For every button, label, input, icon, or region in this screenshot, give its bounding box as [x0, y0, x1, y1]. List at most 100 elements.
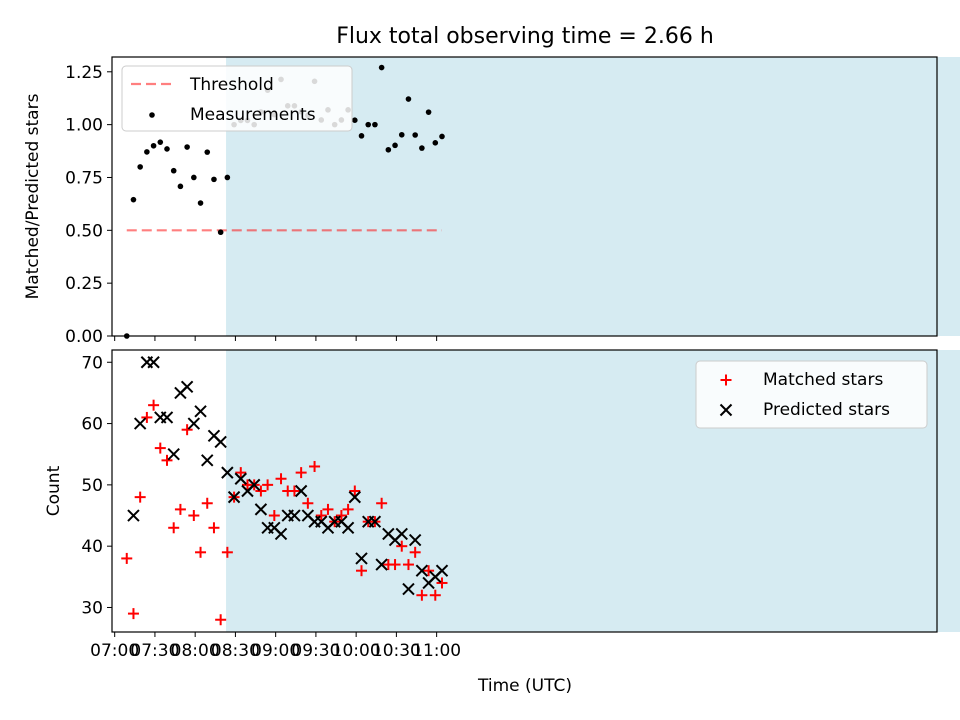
x-tick-label: 09:30: [291, 641, 340, 661]
matched-star-point: [181, 424, 193, 436]
matched-star-point: [356, 565, 368, 577]
x-tick-label: 08:00: [171, 641, 220, 661]
predicted-star-point-b: [368, 515, 382, 528]
matched-star-point: [148, 399, 160, 411]
x-tick-label: 10:30: [372, 641, 421, 661]
matched-star-point: [121, 552, 133, 564]
top-y-tick-label: 0.75: [65, 168, 103, 188]
predicted-star-point-b: [341, 521, 355, 534]
matched-star-point: [262, 479, 274, 491]
matched-star-point: [288, 485, 300, 497]
matched-star-point: [134, 491, 146, 503]
chart-title: Flux total observing time = 2.66 h: [336, 24, 714, 49]
matched-star-point: [275, 473, 287, 485]
predicted-star-point: [167, 448, 180, 461]
measurement-point: [372, 121, 378, 128]
matched-star-point: [154, 442, 166, 454]
x-tick-label: 07:30: [130, 641, 179, 661]
matched-star-point: [221, 546, 233, 558]
measurement-point: [130, 196, 137, 203]
predicted-star-point-b: [294, 484, 308, 498]
predicted-star-point: [368, 515, 382, 528]
predicted-star-point-b: [395, 527, 408, 541]
measurement-point: [217, 229, 224, 236]
predicted-star-point: [402, 582, 415, 596]
matched-star-point: [201, 497, 213, 509]
bottom-y-tick-label: 50: [81, 476, 103, 496]
predicted-star-point: [180, 380, 194, 393]
measurement-point: [358, 133, 365, 139]
top-axes-frame: [111, 56, 938, 337]
legend-predicted-swatch-b: [719, 403, 733, 417]
matched-star-point: [309, 460, 321, 472]
matched-star-point: [389, 559, 401, 571]
measurement-point: [184, 144, 190, 150]
predicted-star-point: [221, 466, 234, 479]
predicted-star-point: [227, 490, 241, 504]
predicted-star-point-b: [315, 515, 328, 528]
bottom-y-tick-label: 40: [81, 537, 103, 557]
predicted-star-point-b: [187, 417, 201, 430]
predicted-star-point: [201, 454, 214, 467]
matched-star-point: [302, 497, 314, 509]
measurement-point: [157, 139, 164, 145]
predicted-star-point-b: [335, 515, 348, 528]
predicted-star-point: [408, 533, 422, 547]
predicted-star-point-b: [133, 417, 147, 430]
predicted-star-point: [254, 503, 268, 516]
predicted-star-point-b: [402, 582, 415, 596]
matched-star-point: [188, 510, 200, 522]
predicted-star-point: [435, 564, 449, 577]
matched-star-point: [161, 454, 173, 466]
measurement-point: [412, 132, 418, 138]
bottom-legend: Matched stars Predicted stars: [695, 360, 928, 429]
legend-matched-swatch: [720, 374, 732, 386]
predicted-star-point-b: [194, 405, 207, 418]
measurement-point: [432, 140, 439, 146]
matched-star-point: [416, 589, 428, 601]
bottom-axes-frame: [111, 349, 938, 633]
matched-star-point: [208, 522, 220, 534]
predicted-star-point-b: [301, 509, 315, 522]
matched-star-point: [402, 559, 414, 571]
matched-star-point: [342, 503, 354, 515]
x-tick-label: 11:00: [412, 641, 461, 661]
matched-star-point: [215, 614, 227, 626]
measurement-point: [392, 142, 398, 149]
matched-star-point: [409, 546, 421, 558]
measurement-point: [177, 183, 184, 190]
matched-star-point: [349, 485, 361, 497]
predicted-star-point-b: [382, 527, 395, 541]
predicted-star-point-b: [268, 521, 281, 534]
predicted-star-point-b: [201, 454, 214, 467]
bottom-y-axis-label: Count: [44, 465, 64, 516]
top-y-tick-label: 0.50: [65, 221, 103, 241]
matched-star-point: [429, 589, 441, 601]
measurement-point: [398, 131, 405, 138]
predicted-star-point-b: [254, 503, 268, 516]
matched-star-point: [235, 467, 247, 479]
measurement-point: [170, 167, 177, 174]
predicted-star-point-b: [375, 558, 388, 571]
predicted-star-point-b: [408, 533, 422, 547]
legend-measurements-label: Measurements: [190, 105, 316, 125]
measurement-point: [425, 109, 432, 115]
measurement-point: [352, 117, 358, 123]
legend-predicted-label: Predicted stars: [763, 400, 890, 420]
predicted-star-point: [147, 356, 160, 369]
predicted-star-point: [194, 405, 207, 418]
measurement-point: [378, 64, 385, 71]
predicted-star-point: [415, 564, 429, 577]
matched-star-point: [396, 540, 408, 552]
predicted-star-point-b: [180, 380, 194, 393]
legend-threshold-label: Threshold: [189, 75, 274, 95]
matched-star-point: [335, 510, 347, 522]
matched-star-point: [255, 485, 267, 497]
matched-star-point: [168, 522, 180, 534]
x-tick-label: 08:30: [211, 641, 260, 661]
predicted-star-point-b: [234, 472, 247, 485]
predicted-star-point-b: [415, 564, 429, 577]
predicted-star-point: [274, 527, 288, 541]
legend-matched-label: Matched stars: [763, 370, 883, 390]
predicted-star-point: [214, 435, 227, 449]
